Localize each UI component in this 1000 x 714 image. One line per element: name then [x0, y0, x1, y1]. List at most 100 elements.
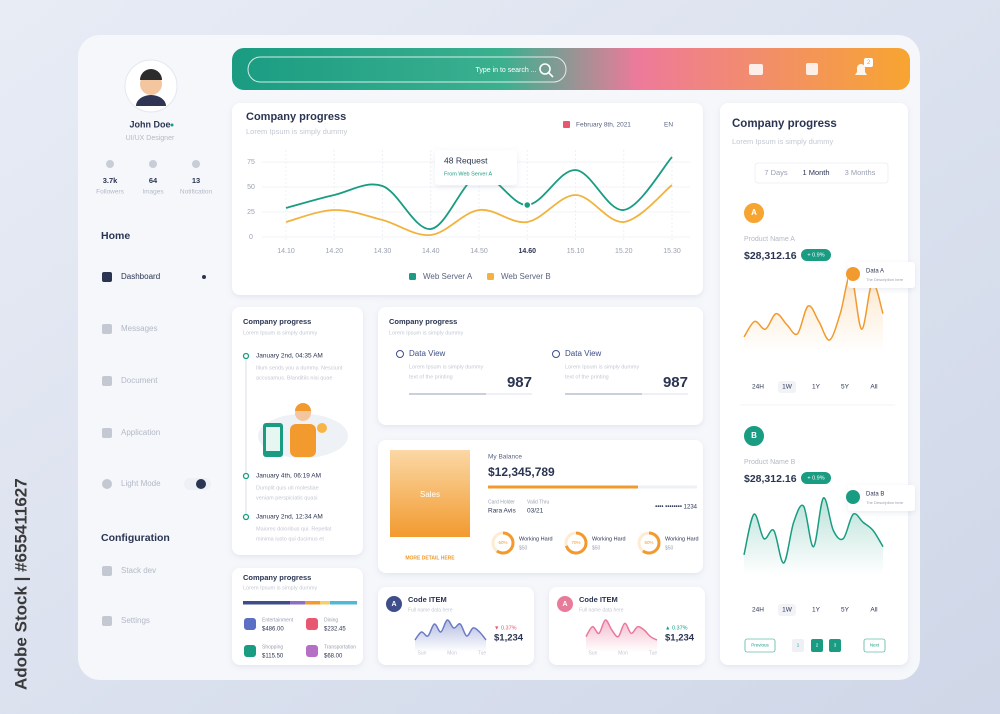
nav-item[interactable]: Document — [121, 376, 158, 385]
tooltip-title: Data B — [866, 492, 884, 498]
bell-icon[interactable] — [855, 64, 867, 75]
nav-item[interactable]: Settings — [121, 616, 150, 625]
date-picker[interactable]: February 8th, 2021 — [576, 122, 631, 129]
expense-amount: $486.00 — [262, 627, 284, 633]
calendar-icon — [563, 121, 570, 128]
product-change: + 0.9% — [807, 475, 824, 481]
search-box[interactable] — [247, 56, 567, 83]
item-amount: $1,234 — [665, 633, 695, 644]
line-series — [285, 184, 673, 236]
avatar-hair — [140, 69, 162, 80]
chart-subtitle: Lorem Ipsum is simply dummy — [246, 127, 348, 136]
period[interactable]: 24H — [752, 384, 764, 391]
nav-heading: Home — [101, 230, 130, 242]
top-bar — [232, 48, 910, 90]
page-button[interactable] — [792, 639, 804, 652]
card-subtitle: Lorem Ipsum is simply dummy — [389, 330, 464, 336]
period[interactable]: 1Y — [812, 384, 821, 391]
expense-amount: $115.50 — [262, 654, 284, 660]
goal-amount: $50 — [592, 545, 601, 551]
avatar-body — [136, 95, 166, 106]
timeline-date: January 2nd, 12:34 AM — [256, 514, 323, 521]
expense-icon — [244, 618, 256, 630]
search-icon[interactable] — [539, 63, 551, 75]
period[interactable]: 1Y — [812, 607, 821, 614]
balance-amount: $12,345,789 — [488, 465, 555, 479]
product-name: Product Name B — [744, 459, 796, 466]
item-change: ▼ 0.37% — [494, 625, 517, 631]
x-tick-label: 15.10 — [567, 248, 585, 255]
search-placeholder[interactable]: Type in to search ... — [475, 67, 536, 74]
page-button[interactable] — [863, 638, 886, 653]
expense-label: Transportation — [324, 644, 356, 650]
panel-subtitle: Lorem Ipsum is simply dummy — [732, 137, 834, 146]
field-label: Card Holder — [488, 499, 515, 505]
x-tick-label: 14.40 — [422, 248, 440, 255]
period[interactable]: 1W — [782, 384, 793, 391]
data-view-text: Lorem Ipsum is simply dummy — [565, 364, 640, 370]
card-subtitle: Lorem Ipsum is simply dummy — [243, 585, 318, 591]
page-button[interactable] — [829, 639, 841, 652]
toggle-knob — [196, 479, 206, 489]
nav-item[interactable]: Messages — [121, 324, 157, 333]
period[interactable]: 5Y — [841, 607, 850, 614]
balance-label: My Balance — [488, 454, 522, 461]
page-label[interactable]: 3 — [834, 643, 837, 648]
page-label[interactable]: 2 — [816, 643, 819, 648]
period[interactable]: All — [870, 384, 878, 391]
sales-box[interactable] — [390, 450, 470, 537]
expense-icon — [306, 645, 318, 657]
item-change: ▲ 0.37% — [665, 625, 688, 631]
period-active — [778, 381, 796, 393]
nav-icon — [102, 428, 112, 438]
nav-item[interactable]: Dashboard — [121, 272, 160, 281]
period[interactable]: 5Y — [841, 384, 850, 391]
product-chart-area — [744, 497, 883, 575]
page-label[interactable]: Previous — [751, 643, 769, 648]
nav-item[interactable]: Light Mode — [121, 479, 161, 488]
timeline-text: accusamus. Blanditiis nisi quae — [256, 375, 332, 381]
item-title: Code ITEM — [408, 595, 447, 604]
tab[interactable]: 3 Months — [845, 168, 876, 177]
card-title: Company progress — [243, 317, 311, 326]
legend-swatch — [409, 273, 416, 280]
bag-icon[interactable] — [806, 63, 818, 75]
timeline-text: veniam perspiciatis quasi — [256, 495, 317, 501]
stat-value: 13 — [192, 176, 200, 185]
sparkline-area — [415, 619, 486, 652]
page-label[interactable]: 1 — [797, 643, 800, 648]
illustration-screen — [266, 427, 280, 451]
tab[interactable]: 1 Month — [802, 168, 829, 177]
tab[interactable]: 7 Days — [764, 168, 788, 177]
field-label: Valid Thru — [527, 499, 550, 505]
page-button[interactable] — [744, 638, 776, 653]
item-subtitle: Full name data here — [408, 607, 453, 613]
period[interactable]: 24H — [752, 607, 764, 614]
profile-name: John Doe — [129, 119, 170, 129]
nav-item[interactable]: Stack dev — [121, 566, 156, 575]
card-title: Company progress — [389, 317, 457, 326]
item-badge — [557, 596, 573, 612]
nav-item[interactable]: Application — [121, 428, 160, 437]
y-tick-label: 75 — [247, 159, 255, 166]
legend-swatch — [487, 273, 494, 280]
timeline-text: Illum sends you a dummy. Nesciunt — [256, 365, 343, 371]
language-picker[interactable]: EN — [664, 122, 673, 129]
page-button[interactable] — [811, 639, 823, 652]
x-tick-label: 15.20 — [615, 248, 633, 255]
day-label: Sun — [589, 650, 598, 656]
period[interactable]: 1W — [782, 607, 793, 614]
page-label[interactable]: Next — [870, 643, 880, 648]
expense-icon — [244, 645, 256, 657]
period[interactable]: All — [870, 607, 878, 614]
folder-icon[interactable] — [749, 64, 763, 75]
more-link[interactable]: MORE DETAIL HERE — [405, 555, 455, 561]
legend-label: Web Server B — [501, 272, 551, 281]
legend-label: Web Server A — [423, 272, 473, 281]
timeline-dot — [242, 513, 250, 521]
tooltip-dot — [846, 490, 860, 504]
timeline-text: Dumplit quis uti molestiae — [256, 485, 319, 491]
nav-icon — [102, 566, 112, 576]
goal-label: Working Hard — [665, 536, 699, 542]
